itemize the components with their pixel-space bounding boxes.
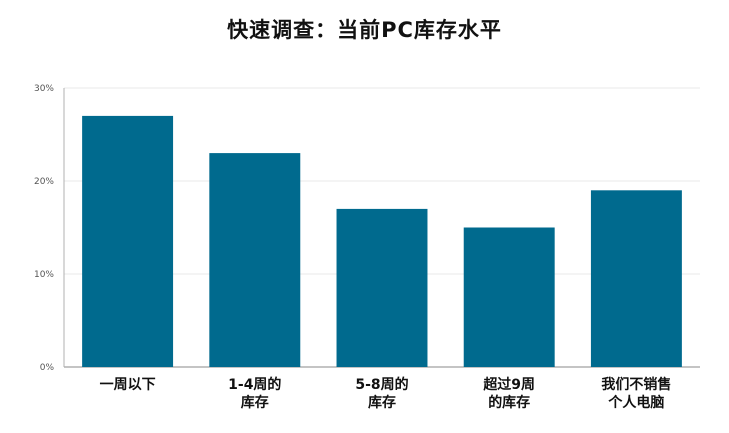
- x-category-label: 的库存: [488, 394, 530, 411]
- y-tick-label: 10%: [34, 270, 54, 280]
- y-tick-label: 30%: [34, 84, 54, 94]
- y-tick-label: 20%: [34, 177, 54, 187]
- x-category-label: 5-8周的: [355, 376, 408, 393]
- chart-title: 快速调查：当前PC库存水平: [227, 18, 502, 42]
- x-category-label: 库存: [368, 394, 396, 411]
- bar: [336, 208, 428, 367]
- y-tick-label: 0%: [40, 363, 55, 373]
- x-category-label: 我们不销售: [601, 376, 671, 393]
- bar: [463, 227, 555, 367]
- bar: [590, 190, 682, 367]
- bar: [209, 153, 301, 367]
- bar: [82, 115, 174, 368]
- x-category-label: 库存: [241, 394, 269, 411]
- x-category-label: 1-4周的: [228, 376, 281, 393]
- x-category-label: 个人电脑: [607, 394, 664, 411]
- x-category-label: 一周以下: [100, 377, 156, 393]
- x-category-label: 超过9周: [482, 376, 535, 393]
